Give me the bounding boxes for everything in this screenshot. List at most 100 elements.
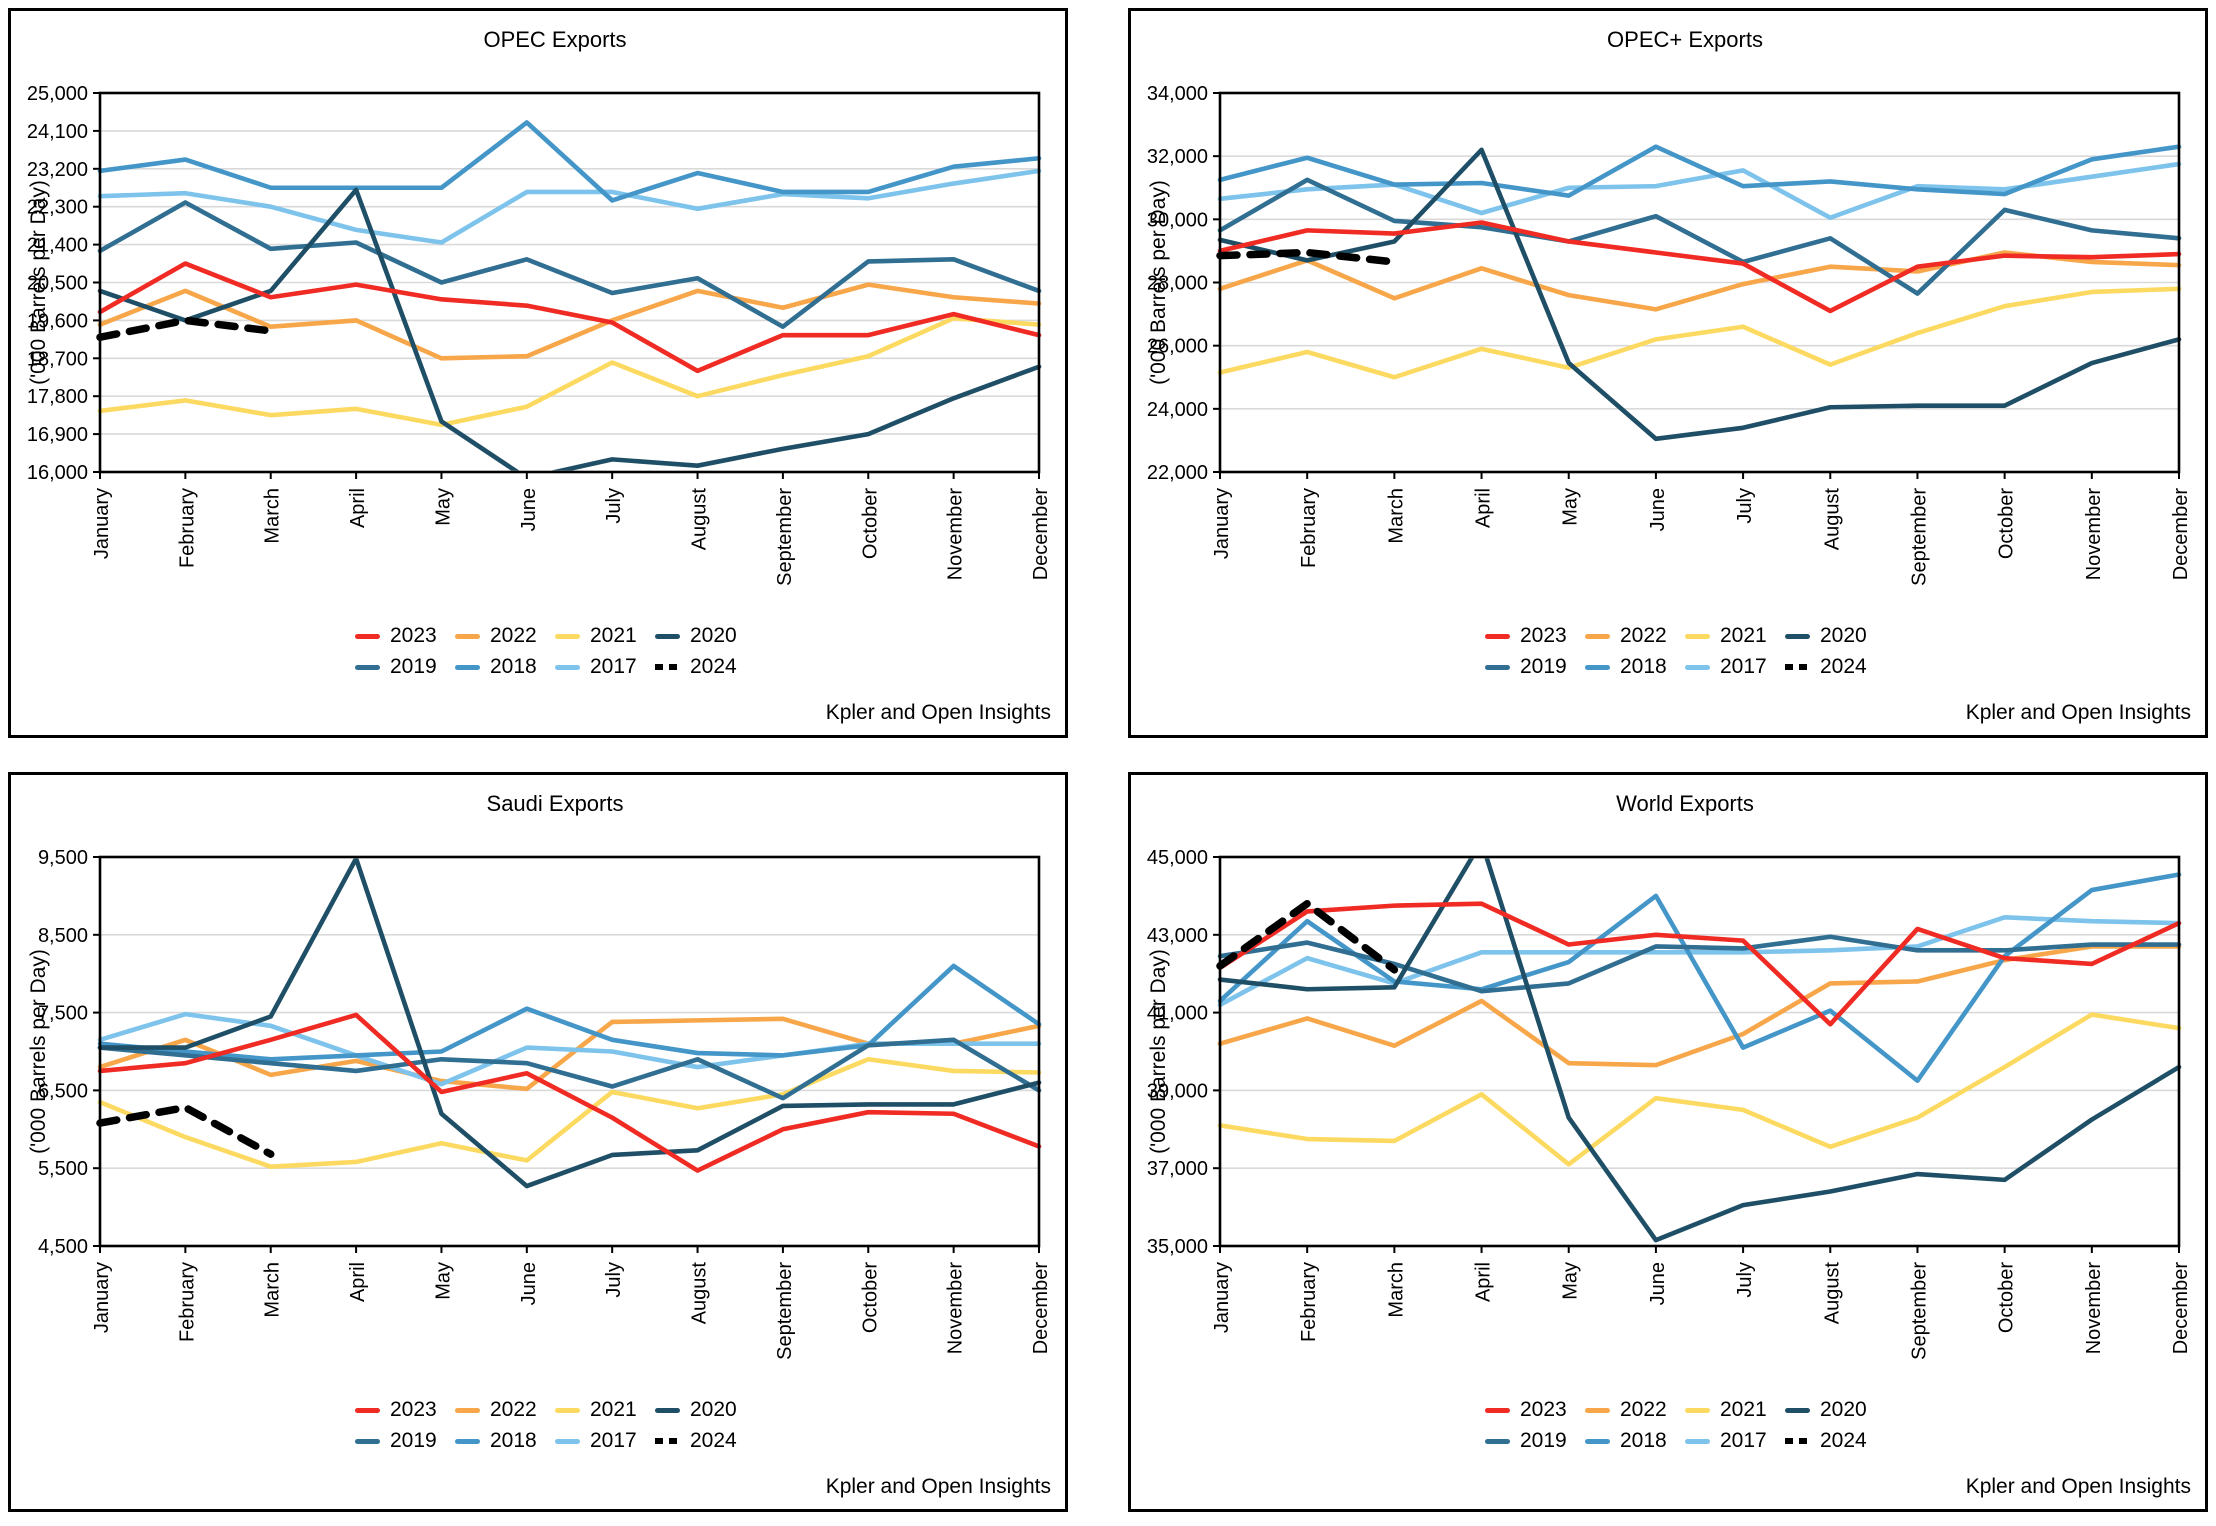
chart-canvas: 4,500 5,500 6,500 7,500 8,500 9,500 January Feb… [27,847,1052,1360]
y-tick-label: 26,000 [1147,336,1208,358]
legend-label: 2019 [1520,1429,1567,1452]
legend-row: 2023 2022 2021 2020 [1485,1398,1885,1422]
series-2024-line [1216,248,1399,266]
series-2023-line [1217,901,2182,1027]
legend-label: 2021 [590,624,637,647]
chart-canvas: 22,000 24,000 26,000 28,000 30,000 32,000 34,0… [1147,83,2192,586]
legend-swatch [355,1438,380,1444]
chart-title: Saudi Exports [486,791,624,816]
legend-label: 2019 [390,655,437,678]
y-tick-label: 32,000 [1147,146,1208,168]
series-2021-line [1217,286,2182,380]
legend-label: 2024 [1820,1429,1867,1452]
legend-swatch [1685,664,1710,670]
legend-label: 2024 [690,655,737,678]
legend-label: 2023 [1520,1398,1567,1421]
legend-swatch [455,1438,480,1444]
x-tick-label: May [432,488,454,526]
series-2022-line [97,282,1042,361]
chart-title: OPEC+ Exports [1607,27,1763,52]
y-tick-label: 19,600 [27,310,88,332]
legend-item-2023: 2023 [355,624,455,648]
source-note: Kpler and Open Insights [1965,701,2191,724]
y-tick-label: 18,700 [27,348,88,370]
x-tick-label: April [1473,488,1495,528]
legend-row: 2019 2018 2017 2024 [1485,1429,1885,1453]
legend-label: 2022 [1620,1398,1667,1421]
legend-item-2020: 2020 [1785,1398,1885,1422]
legend-swatch [1485,1438,1510,1444]
legend: 2023 2022 2021 2020 2019 2018 2017 2024 [71,624,1039,679]
series-2021-line [97,1056,1042,1169]
x-tick-label: October [859,488,881,559]
series-2020-line [1217,858,2182,1243]
x-tick-label: January [91,1262,113,1333]
x-tick-label: February [176,488,198,568]
y-tick-label: 6,500 [38,1080,88,1102]
x-tick-label: August [1821,1262,1843,1325]
plot-area [1218,91,2181,474]
legend-swatch [1785,633,1810,639]
x-tick-label: August [1821,488,1843,551]
x-tick-label: November [945,488,967,581]
legend-item-2022: 2022 [1585,1398,1685,1422]
legend-label: 2021 [1720,624,1767,647]
chart-grid: OPEC Exports 16,000 16,900 17,800 18,700 19,… [8,8,2208,1512]
x-tick-label: April [347,488,369,528]
x-tick-label: January [1211,1262,1233,1333]
source-note: Kpler and Open Insights [825,1475,1051,1498]
x-tick-label: November [2083,488,2105,581]
x-tick-label: December [1030,488,1052,581]
x-tick-label: May [432,1262,454,1300]
legend-swatch [655,633,680,639]
series-2019-line [97,1037,1042,1101]
legend-item-2021: 2021 [555,1398,655,1422]
legend-label: 2017 [1720,655,1767,678]
legend-item-2024: 2024 [655,1429,755,1453]
legend-item-2023: 2023 [1485,624,1585,648]
x-tick-label: March [1385,1262,1407,1318]
x-tick-label: September [774,1262,796,1360]
legend-swatch [1585,1438,1610,1444]
y-tick-label: 21,400 [27,235,88,257]
legend-item-2021: 2021 [1685,624,1785,648]
legend-item-2017: 2017 [555,1429,655,1453]
y-tick-label: 20,500 [27,273,88,295]
series-2024-line [96,316,275,341]
x-tick-label: October [1996,1262,2018,1333]
legend-swatch [355,664,380,670]
legend-label: 2023 [1520,624,1567,647]
series-2018-line [1217,872,2182,1083]
y-tick-label: 28,000 [1147,273,1208,295]
series-2020-line [1217,147,2182,442]
legend-item-2022: 2022 [455,624,555,648]
y-tick-label: 45,000 [1147,847,1208,869]
legend-item-2019: 2019 [1485,1429,1585,1453]
legend-swatch [1485,1407,1510,1413]
legend-label: 2020 [1820,1398,1867,1421]
series-2017-line [1217,161,2182,221]
y-tick-label: 23,200 [27,159,88,181]
legend-swatch [555,1438,580,1444]
x-tick-label: September [1908,488,1930,586]
series-2018-line [97,120,1042,203]
x-tick-label: April [1473,1262,1495,1302]
x-tick-label: January [1211,488,1233,559]
y-tick-label: 17,800 [27,386,88,408]
y-tick-label: 5,500 [38,1158,88,1180]
y-tick-label: 4,500 [38,1236,88,1258]
legend-swatch [1485,664,1510,670]
legend-label: 2024 [1820,655,1867,678]
legend-swatch [1785,1407,1810,1413]
y-tick-label: 30,000 [1147,209,1208,231]
legend-item-2018: 2018 [1585,1429,1685,1453]
source-note: Kpler and Open Insights [825,701,1051,724]
legend-item-2018: 2018 [455,1429,555,1453]
x-tick-label: June [1647,1262,1669,1305]
chart-panel-opec-exports: OPEC Exports 16,000 16,900 17,800 18,700 19,… [8,8,1068,738]
legend-item-2023: 2023 [355,1398,455,1422]
y-tick-label: 16,900 [27,424,88,446]
x-tick-label: May [1560,488,1582,526]
y-tick-label: 34,000 [1147,83,1208,105]
legend-swatch [355,633,380,639]
